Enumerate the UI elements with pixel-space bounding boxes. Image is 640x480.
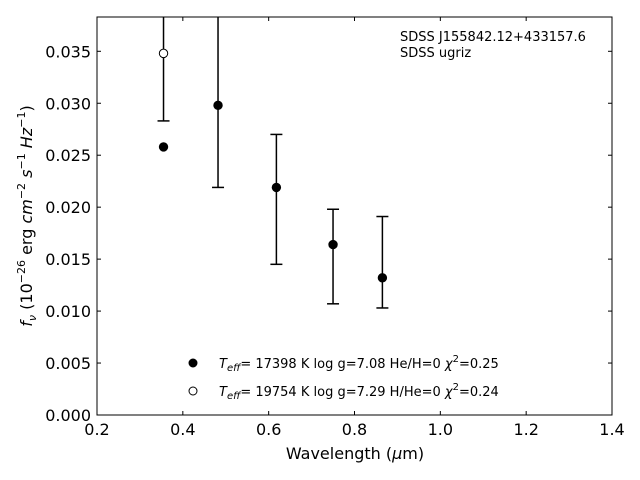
plot-frame	[96, 16, 613, 416]
x-tick-label: 0.8	[342, 420, 367, 439]
model-point-filled	[377, 273, 388, 283]
legend-filled-marker	[188, 358, 198, 368]
x-tick-label: 1.0	[428, 420, 453, 439]
y-tick-label: 0.010	[45, 302, 91, 321]
legend: Teff= 17398 K log g=7.08 He/H=0 χ2=0.25 …	[188, 354, 499, 402]
model-point-filled	[328, 239, 338, 250]
y-tick-label: 0.030	[45, 94, 91, 113]
model-point-filled	[213, 100, 223, 111]
plot-layer	[157, 17, 389, 309]
ticks-layer: 0.2 0.4 0.6 0.8 1.0 1.2 1.4 0.000 0.005 0.010 0.01…	[45, 17, 625, 439]
y-tick-label: 0.025	[45, 146, 91, 165]
x-tick-label: 1.2	[513, 420, 538, 439]
legend-open-marker	[188, 386, 198, 396]
y-tick-label: 0.035	[45, 42, 91, 61]
y-tick-label: 0.005	[45, 354, 91, 373]
y-tick-label: 0.015	[45, 250, 91, 269]
x-tick-label: 0.2	[84, 420, 109, 439]
legend-entry-1: Teff= 17398 K log g=7.08 He/H=0 χ2=0.25	[219, 354, 499, 374]
y-tick-label: 0.020	[45, 198, 91, 217]
y-tick-label: 0.000	[45, 406, 91, 425]
annotation-line-2: SDSS ugriz	[400, 46, 471, 61]
x-tick-label: 1.4	[599, 420, 624, 439]
model-point-filled	[271, 182, 282, 193]
x-tick-label: 0.4	[170, 420, 195, 439]
annotation-line-1: SDSS J155842.12+433157.6	[400, 30, 586, 45]
y-axis-label: fν (10−26 erg cm−2 s−1 Hz−1)	[15, 105, 39, 326]
model-point-filled	[158, 142, 169, 152]
x-tick-label: 0.6	[256, 420, 281, 439]
model-point-open	[158, 48, 169, 59]
legend-entry-2: Teff= 19754 K log g=7.29 H/He=0 χ2=0.24	[219, 382, 499, 402]
x-axis-label: Wavelength (μm)	[286, 444, 424, 463]
